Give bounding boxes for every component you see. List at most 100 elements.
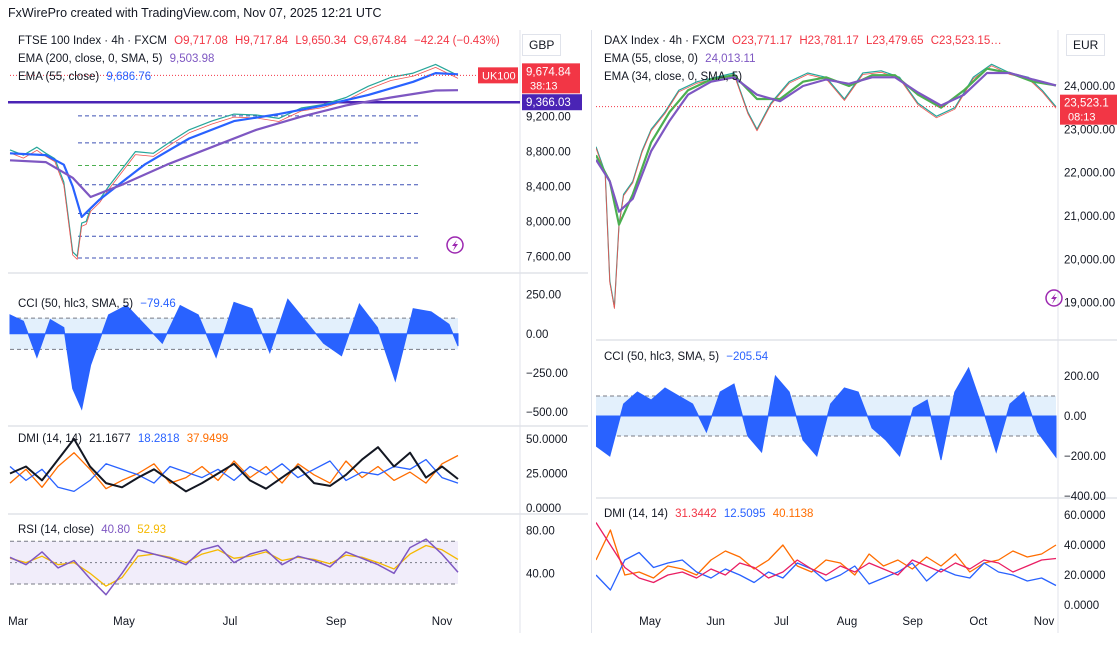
dmi-tick-label: 0.0000	[1064, 600, 1099, 612]
dax-high: H23,781.17	[799, 35, 859, 47]
dmi-tick-label: 20.0000	[1064, 570, 1106, 582]
dmi-adx-line	[9, 437, 459, 493]
dax-legend-row3: EMA (34, close, 0, SMA, 5)	[604, 71, 746, 83]
ftse-dmi-label: DMI (14, 14)	[18, 433, 82, 445]
x-axis-label: Oct	[969, 616, 988, 628]
ema200-line	[9, 89, 459, 199]
price-tag-bg	[1060, 94, 1117, 125]
x-axis-label: Nov	[1034, 616, 1055, 628]
ftse-close: C9,674.84	[353, 35, 407, 47]
level-tag-value: 9,366.03	[526, 97, 571, 109]
rsi-tick-label: 80.00	[526, 526, 555, 538]
ftse-rsi-legend: RSI (14, close) 40.80 52.93	[18, 524, 170, 536]
dmi-adx-line	[596, 522, 1057, 584]
dax-cci-legend: CCI (50, hlc3, SMA, 5) −205.54	[604, 351, 772, 363]
price-line	[596, 63, 1057, 308]
ftse-ema200-value: 9,503.98	[169, 53, 215, 65]
cci-tick-label: 200.00	[1064, 371, 1099, 383]
ftse-legend-row1: FTSE 100 Index · 4h · FXCM O9,717.08 H9,…	[18, 35, 504, 47]
dax-name: DAX Index · 4h · FXCM	[604, 35, 725, 47]
x-axis-label: Jun	[706, 616, 725, 628]
dax-ema55-value: 24,013.11	[705, 53, 756, 65]
panel-divider	[591, 30, 592, 633]
dax-dmi-minus: 40.1138	[772, 508, 814, 520]
ftse-rsi-label: RSI (14, close)	[18, 524, 95, 536]
dmi-tick-label: 40.0000	[1064, 540, 1106, 552]
lightning-icon-bolt	[452, 240, 458, 251]
cci-tick-label: −200.00	[1064, 451, 1106, 463]
price-tag-value: 23,523.1	[1064, 98, 1109, 110]
x-axis-label: Sep	[326, 616, 346, 628]
dax-chart[interactable]: 24,000.00 23,000.00 22,000.00 21,000.00 20,0…	[596, 30, 1117, 633]
price-tag-countdown: 08:13	[1068, 112, 1096, 124]
ema55-line	[9, 71, 459, 219]
dax-legend-row2: EMA (55, close, 0) 24,013.11	[604, 53, 759, 65]
ftse-dmi-minus: 37.9499	[186, 433, 229, 445]
dax-ema34-label: EMA (34, close, 0, SMA, 5)	[604, 71, 743, 83]
rsi-tick-label: 40.00	[526, 568, 555, 580]
dax-low: L23,479.65	[865, 35, 924, 47]
x-axis-label: May	[639, 616, 661, 628]
dax-close: C23,523.15…	[930, 35, 1002, 47]
cci-tick-label: 0.00	[526, 329, 548, 341]
lightning-icon	[1045, 289, 1063, 307]
cci-tick-label: −250.00	[526, 368, 568, 380]
price-tick-label: 22,000.00	[1064, 168, 1115, 180]
price-tick-label: 8,400.00	[526, 181, 571, 193]
ftse-change: −42.24 (−0.43%)	[413, 35, 500, 47]
ftse-cci-value: −79.46	[140, 298, 176, 310]
cci-tick-label: −400.00	[1064, 491, 1106, 503]
price-line	[9, 63, 459, 257]
dmi-tick-label: 60.0000	[1064, 510, 1106, 522]
ftse-rsi-value: 40.80	[101, 524, 131, 536]
price-tick-label: 9,200.00	[526, 112, 571, 124]
ftse-chart[interactable]: 9,200.00 8,800.00 8,400.00 8,000.00 7,600.00…	[8, 30, 588, 633]
ftse-cci-label: CCI (50, hlc3, SMA, 5)	[18, 298, 134, 310]
dmi-tick-label: 0.0000	[526, 503, 561, 515]
cci-histogram	[9, 298, 459, 411]
dax-currency[interactable]: EUR	[1066, 34, 1106, 56]
dax-legend-row1: DAX Index · 4h · FXCM O23,771.17 H23,781…	[604, 35, 1006, 47]
symbol-tag: UK100	[482, 70, 516, 82]
level-tag-bg	[522, 94, 582, 111]
dmi-plus-di-line	[9, 458, 459, 493]
ftse-legend-row3: EMA (55, close) 9,686.76	[18, 71, 155, 83]
dmi-minus-di-line	[9, 452, 459, 490]
ftse-open: O9,717.08	[174, 35, 228, 47]
price-tick-label: 8,000.00	[526, 216, 571, 228]
lightning-icon	[446, 236, 464, 254]
price-tick-label: 23,000.00	[1064, 124, 1115, 136]
dax-dmi-legend: DMI (14, 14) 31.3442 12.5095 40.1138	[604, 508, 817, 520]
dax-dmi-adx: 31.3442	[675, 508, 717, 520]
x-axis-label: Sep	[902, 616, 922, 628]
ema55-line	[596, 71, 1057, 213]
ftse-rsi-ma-value: 52.93	[137, 524, 167, 536]
rsi-ma-line	[9, 544, 459, 587]
ftse-dmi-legend: DMI (14, 14) 21.1677 18.2818 37.9499	[18, 433, 232, 445]
cci-tick-label: 0.00	[1064, 411, 1086, 423]
ftse-currency[interactable]: GBP	[522, 34, 562, 56]
price-tag-bg	[522, 63, 580, 94]
x-axis-label: Jul	[223, 616, 238, 628]
ftse-ema55-value: 9,686.76	[106, 71, 152, 83]
ftse-dmi-plus: 18.2818	[137, 433, 180, 445]
dax-cci-value: −205.54	[726, 351, 769, 363]
dax-panel: 24,000.00 23,000.00 22,000.00 21,000.00 20,0…	[596, 30, 1117, 633]
banner: FxWirePro created with TradingView.com, …	[8, 6, 382, 20]
price-tick-label: 21,000.00	[1064, 211, 1115, 223]
ftse-ema55-label: EMA (55, close)	[18, 71, 100, 83]
dax-ema55-label: EMA (55, close, 0)	[604, 53, 698, 65]
dax-open: O23,771.17	[732, 35, 793, 47]
price-tag-value: 9,674.84	[526, 66, 571, 78]
price-tick-label: 19,000.00	[1064, 298, 1115, 310]
lightning-icon-bolt	[1051, 293, 1057, 304]
dax-dmi-label: DMI (14, 14)	[604, 508, 668, 520]
cci-histogram	[596, 366, 1057, 461]
price-tick-label: 8,800.00	[526, 147, 571, 159]
price-low-line	[596, 65, 1057, 309]
ftse-name: FTSE 100 Index · 4h · FXCM	[18, 35, 167, 47]
rsi-line	[9, 538, 459, 596]
ftse-cci-legend: CCI (50, hlc3, SMA, 5) −79.46	[18, 298, 180, 310]
dmi-tick-label: 25.0000	[526, 468, 568, 480]
x-axis-label: Jul	[774, 616, 789, 628]
